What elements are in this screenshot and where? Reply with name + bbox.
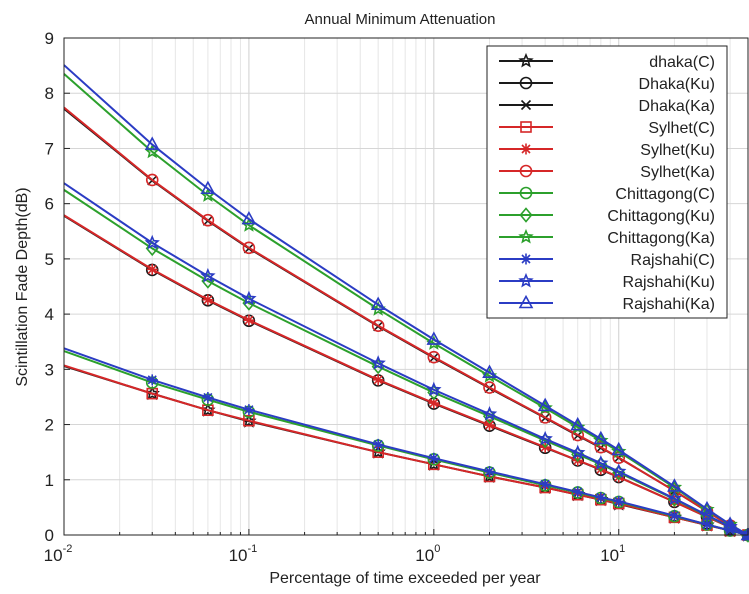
x-tick-label: 10-2 [44,543,73,565]
x-tick-label: 10-1 [229,543,258,565]
legend-label: Chittagong(Ka) [607,230,715,247]
y-tick-label: 9 [45,29,54,48]
y-tick-label: 4 [45,305,54,324]
data-point [521,144,532,155]
data-point [521,254,532,265]
legend-label: Chittagong(C) [615,186,715,203]
y-tick-label: 2 [45,416,54,435]
data-point [595,492,606,503]
data-point [428,453,439,464]
data-point [373,374,384,385]
y-tick-label: 0 [45,526,54,545]
legend-label: dhaka(C) [649,54,715,71]
legend-label: Chittagong(Ku) [607,208,715,225]
data-point [613,496,624,507]
y-tick-label: 6 [45,195,54,214]
y-tick-label: 1 [45,471,54,490]
data-point [243,404,254,415]
data-point [484,420,495,431]
legend-label: Rajshahi(Ka) [623,296,715,313]
y-tick-label: 3 [45,360,54,379]
y-tick-label: 7 [45,139,54,158]
legend-label: Sylhet(Ku) [640,142,715,159]
data-point [572,486,583,497]
x-tick-label: 101 [600,543,625,565]
legend-label: Rajshahi(Ku) [623,274,715,291]
legend-label: Sylhet(C) [648,120,715,137]
x-axis-label: Percentage of time exceeded per year [269,570,541,587]
legend: dhaka(C) Dhaka(Ku) Dhaka(Ka) Sylhet(C) Sylhe… [487,46,727,318]
y-tick-label: 5 [45,250,54,269]
data-point [243,315,254,326]
data-point [484,466,495,477]
legend-label: Rajshahi(C) [631,252,715,269]
chart-title: Annual Minimum Attenuation [305,11,496,28]
data-point [202,294,213,305]
legend-label: Dhaka(Ka) [639,98,715,115]
y-axis-label: Scintillation Fade Depth(dB) [14,187,31,386]
x-tick-label: 100 [415,543,440,565]
data-point [202,392,213,403]
data-point [147,374,158,385]
legend-label: Sylhet(Ka) [640,164,715,181]
legend-label: Dhaka(Ku) [639,76,715,93]
data-point [540,479,551,490]
data-point [373,439,384,450]
data-point [669,510,680,521]
data-point [147,264,158,275]
y-tick-label: 8 [45,84,54,103]
